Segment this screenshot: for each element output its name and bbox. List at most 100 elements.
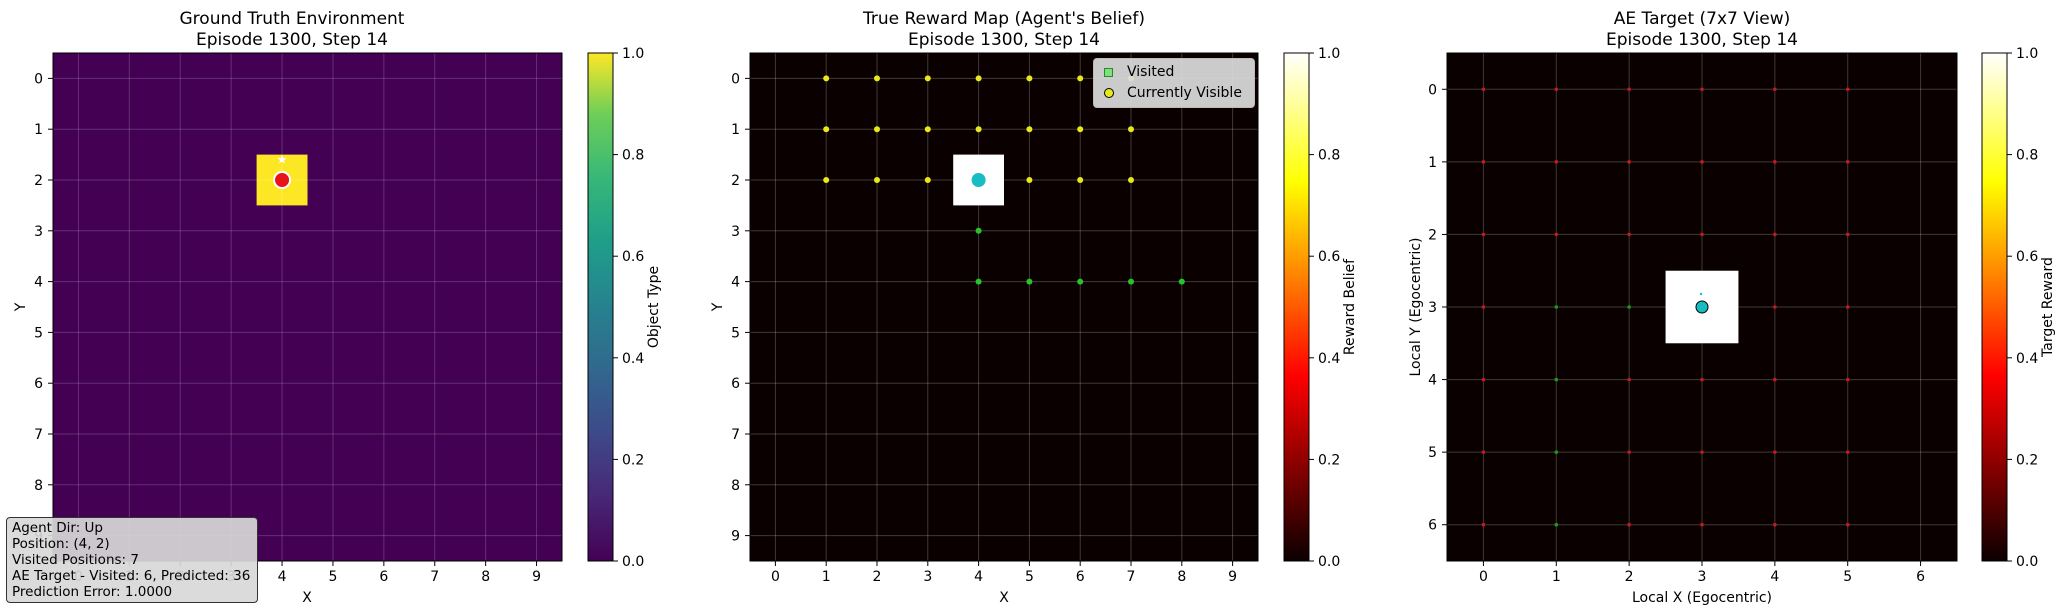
target-point-red [1845,232,1850,237]
visible-point [823,75,830,82]
y-tick-label: 4 [731,275,740,291]
visited-point [1026,278,1033,285]
y-tick-label: 2 [731,173,740,189]
y-tick-label: 8 [731,478,740,494]
colorbar-tick-label: 1.0 [2016,46,2038,62]
target-point-red [1481,232,1486,237]
target-point-red [1554,87,1559,92]
x-tick-label: 8 [1177,569,1186,585]
y-tick-label: 3 [1428,300,1437,316]
y-tick-label: 0 [731,71,740,87]
colorbar-tick-label: 0.8 [1318,148,1340,164]
panel1-title-line1: Ground Truth Environment [180,9,405,29]
agent-marker [1695,300,1709,314]
x-tick-label: 4 [974,569,983,585]
target-point-red [1845,377,1850,382]
colorbar-tick-label: 0.4 [622,351,644,367]
info-box: Agent Dir: Up Position: (4, 2) Visited P… [6,517,258,603]
visible-point [1026,75,1033,82]
y-tick-label: 5 [34,325,43,341]
target-point-red [1481,377,1486,382]
target-point-red [1627,377,1631,382]
y-tick-label: 1 [34,122,43,138]
info-visited-positions: Visited Positions: 7 [12,552,139,568]
y-tick-label: 7 [34,427,43,443]
colorbar-tick-label: 0.0 [622,554,644,570]
target-point-red [1700,450,1704,454]
visible-point [924,177,931,183]
y-tick-label: 3 [34,224,43,240]
plot-background [750,53,1258,561]
legend: Visited Currently Visible [1093,58,1255,108]
colorbar-tick-label: 0.2 [622,452,644,468]
colorbar-tick-label: 0.4 [1318,351,1340,367]
colorbar-tick-label: 0.6 [622,249,644,265]
target-point-green [1627,305,1631,309]
plot-background [53,53,562,561]
target-point-red [1554,160,1559,164]
plot-area-ae-target: 0 1 2 3 4 5 6 0 1 2 3 4 5 6 [1428,52,1958,585]
target-point-red [1700,87,1704,92]
x-tick-label: 9 [532,569,541,585]
colorbar-gradient [587,52,614,562]
visited-marker-icon [1104,67,1113,77]
colorbar-tick-label: 0.4 [2016,351,2038,367]
target-point-red [1700,377,1704,382]
y-tick-label: 8 [34,478,43,494]
target-point-red [1481,87,1486,92]
visible-marker-icon [1104,88,1114,98]
colorbar-object-type: 0.0 0.2 0.4 0.6 0.8 1.0 [587,46,644,570]
y-tick-label: 6 [1428,518,1437,534]
colorbar-tick-label: 0.2 [1318,452,1340,468]
panel3-title-line1: AE Target (7x7 View) [1614,9,1790,29]
plot-frame [52,52,563,562]
x-tick-label: 7 [430,569,439,585]
colorbar-target-reward: 0.0 0.2 0.4 0.6 0.8 1.0 [1981,46,2038,570]
x-tick-label: 6 [379,569,388,585]
visible-point [924,126,931,133]
colorbar-gradient [1283,52,1310,562]
target-point-red [1700,160,1704,164]
info-ae-target: AE Target - Visited: 6, Predicted: 36 [12,568,251,584]
visited-point [975,278,982,285]
y-tick-label: 0 [1428,82,1437,98]
info-prediction-error: Prediction Error: 1.0000 [12,584,173,600]
info-agent-dir: Agent Dir: Up [12,520,103,536]
target-point-green [1554,522,1559,527]
colorbar-reward-belief: 0.0 0.2 0.4 0.6 0.8 1.0 [1283,46,1340,570]
x-tick-label: 2 [873,569,882,585]
agent-marker [971,173,986,187]
y-tick-label: 5 [1428,445,1437,461]
x-tick-label: 2 [1625,569,1634,585]
y-tick-label: 7 [731,427,740,443]
x-tick-label: 6 [1916,569,1925,585]
target-point-green [1554,377,1559,382]
y-tick-label: 4 [1428,373,1437,389]
x-tick-label: 5 [1025,569,1034,585]
colorbar1-label: Object Type [646,266,662,348]
y-tick-label: 5 [731,325,740,341]
visible-point [1026,126,1033,133]
panel2-xlabel: X [999,590,1009,606]
x-tick-label: 1 [822,569,831,585]
agent-direction-dot [1699,292,1703,296]
y-tick-label: 4 [34,275,43,291]
colorbar-tick-label: 0.8 [622,148,644,164]
panel3-ylabel: Local Y (Egocentric) [1408,238,1424,377]
y-tick-label: 2 [34,173,43,189]
target-point-red [1554,232,1559,237]
visited-point [1128,278,1134,285]
target-point-red [1700,232,1704,237]
target-point-red [1700,522,1704,527]
colorbar-tick-label: 0.2 [2016,452,2038,468]
colorbar-tick-label: 0.6 [2016,249,2038,265]
y-tick-label: 3 [731,224,740,240]
visited-point [1178,278,1185,285]
visible-point [924,75,931,82]
target-point-red [1845,305,1850,309]
target-point-red [1845,160,1850,164]
x-tick-label: 4 [1770,569,1779,585]
plot-frame [749,52,1259,562]
visible-point [1077,177,1084,183]
